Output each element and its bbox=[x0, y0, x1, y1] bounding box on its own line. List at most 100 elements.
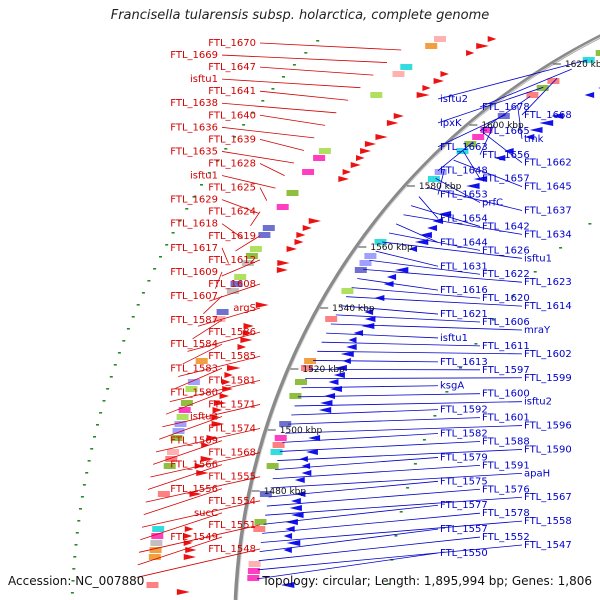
left-leader-line bbox=[187, 331, 261, 352]
right-leader-line bbox=[517, 105, 523, 139]
left-leader-line bbox=[209, 283, 261, 302]
right-gene-label: FTL_1622 bbox=[482, 269, 530, 280]
right-gene-label: FTL_1606 bbox=[482, 317, 530, 328]
left-leader-line bbox=[221, 259, 261, 277]
reverse-gene-arrow bbox=[301, 470, 312, 476]
reverse-gene-arrow bbox=[318, 407, 332, 413]
gc-skew-tick bbox=[316, 40, 320, 42]
cog-category-block bbox=[258, 232, 271, 238]
cog-category-block bbox=[157, 491, 170, 497]
gc-skew-tick bbox=[192, 196, 196, 198]
right-gene-label: FTL_1613 bbox=[440, 357, 488, 368]
right-gene-label: FTL_1614 bbox=[524, 301, 572, 312]
left-leader-line bbox=[169, 379, 261, 403]
gc-content-tick bbox=[433, 415, 437, 417]
right-gene-label: FTL_1623 bbox=[524, 277, 572, 288]
right-leader-line bbox=[351, 287, 481, 299]
right-gene-label: isftu1 bbox=[524, 253, 552, 264]
left-leader-line bbox=[250, 211, 261, 227]
forward-gene-arrow bbox=[212, 407, 223, 413]
reverse-gene-arrow bbox=[466, 183, 480, 189]
cog-category-block bbox=[174, 421, 187, 427]
left-gene-label: FTL_1607 bbox=[170, 291, 218, 302]
left-leader-line bbox=[221, 54, 387, 63]
gc-skew-tick bbox=[261, 100, 265, 102]
right-leader-line bbox=[462, 150, 481, 179]
right-leader-line bbox=[265, 496, 523, 516]
forward-gene-arrow bbox=[242, 330, 252, 336]
forward-gene-arrow bbox=[184, 526, 194, 532]
forward-gene-arrow bbox=[350, 162, 361, 168]
cog-category-block bbox=[152, 526, 165, 532]
left-leader-line bbox=[221, 151, 295, 164]
cog-category-block bbox=[359, 260, 372, 266]
cog-category-block bbox=[167, 449, 179, 455]
left-leader-line bbox=[221, 102, 337, 114]
gc-skew-tick bbox=[207, 172, 211, 174]
left-leader-line bbox=[221, 223, 244, 239]
left-leader-line bbox=[259, 114, 326, 126]
reverse-gene-arrow bbox=[290, 498, 301, 504]
cog-category-block bbox=[241, 260, 254, 266]
right-gene-label: FTL_1657 bbox=[482, 174, 530, 185]
gc-skew-tick bbox=[85, 472, 89, 474]
right-leader-line bbox=[375, 250, 439, 267]
gc-skew-tick bbox=[113, 364, 117, 366]
cog-category-block bbox=[304, 358, 317, 364]
cog-category-block bbox=[480, 127, 493, 133]
reverse-gene-arrow bbox=[374, 295, 385, 301]
kbp-marker: 1620 kbp bbox=[565, 60, 600, 70]
right-gene-label: FTL_1665 bbox=[482, 126, 530, 137]
right-leader-line bbox=[388, 232, 481, 251]
genome-summary-text: Topology: circular; Length: 1,895,994 bp… bbox=[262, 574, 592, 588]
forward-gene-arrow bbox=[211, 421, 225, 427]
forward-gene-arrow bbox=[196, 470, 209, 476]
gc-skew-tick bbox=[99, 412, 103, 414]
left-gene-label: FTL_1583 bbox=[170, 363, 218, 374]
cog-category-block bbox=[172, 428, 185, 434]
kbp-marker: 1540 kbp bbox=[332, 304, 375, 314]
right-gene-label: FTL_1600 bbox=[482, 389, 530, 400]
cog-category-block bbox=[318, 148, 331, 154]
forward-gene-arrow bbox=[296, 232, 306, 238]
left-leader-line bbox=[162, 404, 261, 428]
gc-skew-tick bbox=[178, 220, 182, 222]
backbone-arc bbox=[233, 34, 600, 600]
left-gene-label: FTL_1636 bbox=[170, 122, 218, 133]
cog-category-block bbox=[234, 274, 247, 280]
cog-category-block bbox=[163, 463, 176, 469]
reverse-gene-arrow bbox=[584, 92, 595, 98]
left-gene-label: isftu1 bbox=[190, 171, 218, 182]
forward-gene-arrow bbox=[185, 547, 197, 553]
gc-skew-tick bbox=[70, 592, 74, 594]
forward-gene-arrow bbox=[213, 400, 227, 406]
right-gene-label: isftu2 bbox=[440, 94, 468, 105]
cog-category-block bbox=[400, 64, 413, 70]
left-gene-label: FTL_1638 bbox=[170, 98, 218, 109]
cog-category-block bbox=[434, 169, 447, 175]
gc-content-tick bbox=[445, 391, 449, 393]
forward-gene-arrow bbox=[386, 120, 399, 126]
left-leader-line bbox=[141, 500, 261, 528]
left-gene-label: FTL_1669 bbox=[170, 50, 218, 61]
right-leader-line bbox=[335, 314, 481, 323]
right-gene-label: FTL_1678 bbox=[482, 102, 530, 113]
cog-category-block bbox=[341, 288, 354, 294]
left-leader-line bbox=[159, 416, 223, 440]
gc-content-tick bbox=[533, 271, 537, 273]
forward-gene-arrow bbox=[466, 50, 475, 56]
reverse-gene-arrow bbox=[383, 281, 394, 287]
gc-skew-tick bbox=[106, 388, 110, 390]
right-gene-label: FTL_1602 bbox=[524, 349, 572, 360]
right-gene-label: mraY bbox=[524, 325, 551, 336]
cog-category-block bbox=[325, 316, 338, 322]
right-leader-line bbox=[297, 393, 481, 398]
right-leader-line bbox=[279, 441, 481, 452]
right-gene-label: FTL_1601 bbox=[482, 413, 530, 424]
forward-gene-arrow bbox=[183, 554, 197, 560]
right-leader-line bbox=[321, 341, 481, 347]
left-gene-label: FTL_1639 bbox=[208, 134, 256, 145]
right-leader-line bbox=[437, 59, 588, 100]
cog-category-block bbox=[254, 519, 267, 525]
gc-skew-tick bbox=[141, 292, 145, 294]
